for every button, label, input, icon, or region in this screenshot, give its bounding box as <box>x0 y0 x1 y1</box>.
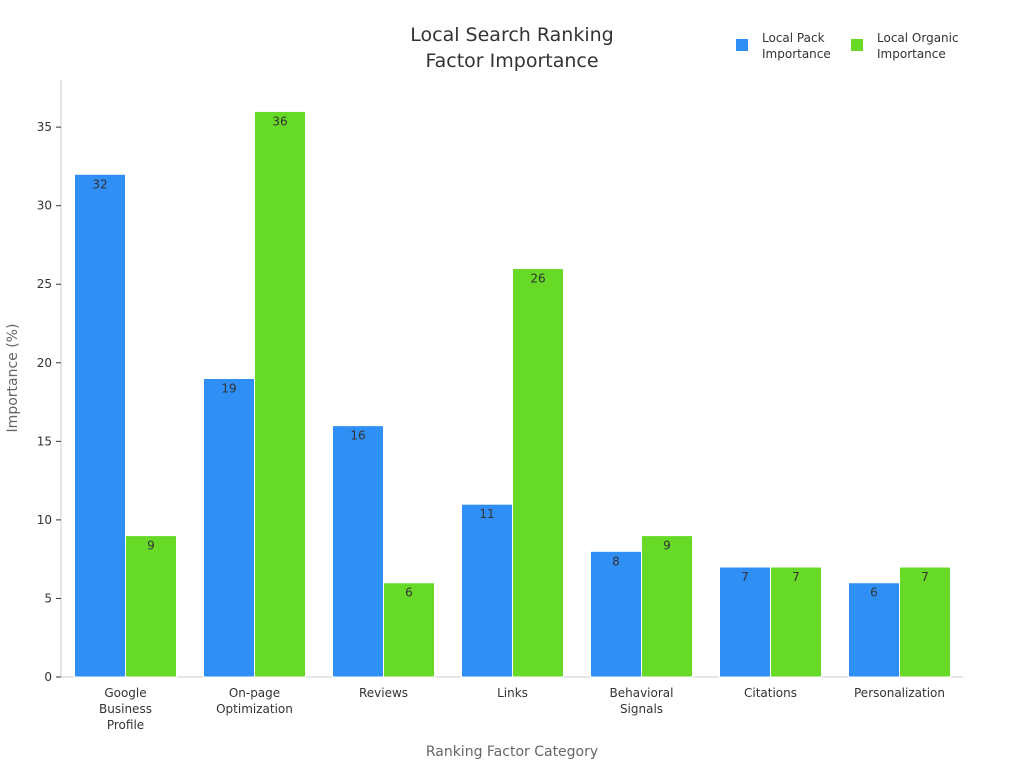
bar-data-label: 26 <box>530 272 545 286</box>
bar-data-label: 9 <box>147 539 155 553</box>
bar <box>899 566 951 678</box>
x-tick-label: Signals <box>620 702 663 716</box>
bar-data-label: 7 <box>921 570 929 584</box>
x-tick-label: Citations <box>744 686 797 700</box>
bar <box>719 566 771 678</box>
bar-data-label: 7 <box>792 570 800 584</box>
bar-data-label: 9 <box>663 539 671 553</box>
bar-data-label: 6 <box>870 586 878 600</box>
x-tick-label: Links <box>497 686 528 700</box>
bar-data-label: 6 <box>405 586 413 600</box>
chart-title-line: Local Search Ranking <box>410 24 613 46</box>
y-tick-label: 5 <box>44 591 52 605</box>
chart-title-line: Factor Importance <box>425 50 598 72</box>
legend-label: Importance <box>877 47 946 61</box>
x-tick-label: Behavioral <box>610 686 674 700</box>
bar <box>512 268 564 678</box>
axes: 0 5 10 15 20 25 30 35 Google Business Profile On-pa… <box>37 80 963 732</box>
bar <box>74 173 126 678</box>
x-axis-label: Ranking Factor Category <box>426 744 598 760</box>
x-tick-label: Optimization <box>216 702 293 716</box>
y-tick-label: 20 <box>37 356 52 370</box>
y-tick-label: 0 <box>44 670 52 684</box>
y-tick-label: 15 <box>37 434 52 448</box>
x-tick-label: Google <box>104 686 146 700</box>
y-tick-label: 30 <box>37 199 52 213</box>
bar <box>254 110 306 678</box>
x-tick-label: Profile <box>107 718 144 732</box>
bar-data-label: 8 <box>612 554 620 568</box>
legend-label: Local Organic <box>877 31 959 45</box>
y-tick-label: 10 <box>37 513 52 527</box>
x-tick-label: Business <box>99 702 152 716</box>
bar-data-label: 32 <box>92 177 107 191</box>
y-axis-label: Importance (%) <box>5 324 21 433</box>
data-labels: 32 19 16 11 8 7 6 9 36 6 26 9 7 7 <box>92 114 928 599</box>
bar <box>641 535 693 678</box>
bar-data-label: 16 <box>350 429 365 443</box>
bar-data-label: 19 <box>221 382 236 396</box>
bar <box>383 582 435 678</box>
bar <box>590 550 642 678</box>
x-tick-label: On-page <box>229 686 280 700</box>
x-tick-label: Reviews <box>359 686 408 700</box>
bar <box>203 378 255 678</box>
y-tick-label: 35 <box>37 120 52 134</box>
bar <box>461 503 513 678</box>
bars <box>74 110 951 678</box>
legend-label: Local Pack <box>762 31 825 45</box>
bar <box>332 425 384 678</box>
y-tick-label: 25 <box>37 277 52 291</box>
bar <box>125 535 177 678</box>
bar-data-label: 36 <box>272 114 287 128</box>
bar <box>770 566 822 678</box>
chart-title: Local Search Ranking Factor Importance <box>410 24 613 72</box>
bar-data-label: 7 <box>741 570 749 584</box>
legend: Local Pack Importance Local Organic Importa… <box>736 31 959 61</box>
bar-data-label: 11 <box>479 507 494 521</box>
legend-swatch <box>736 39 748 51</box>
legend-swatch <box>851 39 863 51</box>
x-tick-label: Personalization <box>854 686 945 700</box>
legend-label: Importance <box>762 47 831 61</box>
